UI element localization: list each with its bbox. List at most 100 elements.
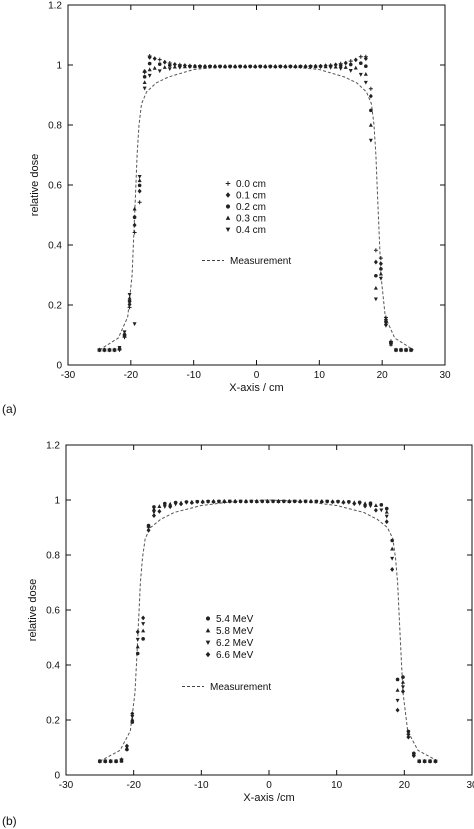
data-point <box>141 615 146 621</box>
data-point <box>348 62 353 67</box>
data-point <box>253 64 258 69</box>
legend-entry: 0.1 cm <box>236 191 266 202</box>
data-point <box>227 499 232 504</box>
data-point <box>127 302 132 307</box>
data-point <box>202 64 207 69</box>
x-tick-label: 10 <box>314 370 326 381</box>
data-point <box>400 689 405 694</box>
data-point <box>378 261 383 267</box>
data-point <box>108 758 113 764</box>
data-point <box>132 230 137 235</box>
legend-marker <box>205 616 211 621</box>
data-point <box>265 498 270 504</box>
data-point <box>353 65 358 70</box>
data-point <box>384 514 389 519</box>
data-point <box>276 498 281 504</box>
data-point <box>130 720 135 724</box>
series-triangle-down <box>97 499 438 764</box>
data-point <box>152 505 156 509</box>
data-point <box>400 679 405 684</box>
data-point <box>122 330 127 335</box>
data-point <box>346 500 351 505</box>
data-point <box>162 65 167 69</box>
data-point <box>278 64 283 69</box>
data-point <box>353 57 358 63</box>
data-point <box>343 60 348 66</box>
data-point <box>363 503 368 509</box>
data-point <box>348 69 353 73</box>
data-point <box>223 64 228 69</box>
data-point <box>281 499 286 504</box>
data-point <box>422 758 427 764</box>
data-point <box>187 65 192 70</box>
data-point <box>179 501 184 507</box>
data-point <box>363 71 368 76</box>
data-point <box>249 499 254 504</box>
data-point <box>268 64 273 69</box>
data-point <box>197 65 202 69</box>
measurement-line <box>99 66 414 351</box>
legend-entry: 0.3 cm <box>236 214 266 225</box>
legend-marker <box>205 640 211 646</box>
legend-entry: 6.2 MeV <box>216 638 254 649</box>
y-tick-label: 1 <box>56 61 62 72</box>
series-triangle-down <box>97 64 414 353</box>
data-point <box>162 501 167 506</box>
data-point <box>238 499 243 504</box>
y-tick-label: 0.8 <box>46 551 60 562</box>
series-triangle-up <box>97 499 438 763</box>
data-point <box>404 348 409 353</box>
data-point <box>127 295 132 300</box>
data-point <box>363 80 368 85</box>
data-point <box>395 687 400 692</box>
data-point <box>379 508 384 513</box>
x-tick-label: 0 <box>254 370 260 381</box>
data-point <box>167 63 172 68</box>
data-point <box>373 259 378 265</box>
data-point <box>395 698 400 703</box>
data-point <box>393 348 398 353</box>
data-point <box>168 501 173 506</box>
data-point <box>218 64 223 69</box>
data-point <box>384 506 389 511</box>
x-tick-label: -20 <box>126 780 141 791</box>
data-point <box>132 206 137 211</box>
data-point <box>378 276 383 281</box>
data-point <box>117 345 122 350</box>
data-point <box>368 122 373 127</box>
data-point <box>168 504 173 510</box>
legend-entry: 0.4 cm <box>236 225 266 236</box>
data-point <box>373 285 378 290</box>
series-diamond <box>97 498 438 764</box>
data-point <box>142 86 147 91</box>
data-point <box>303 499 308 504</box>
data-point <box>130 717 135 722</box>
data-point <box>373 503 378 508</box>
data-point <box>172 61 177 67</box>
series-circle <box>98 499 438 764</box>
x-tick-label: 30 <box>439 370 451 381</box>
data-point <box>409 348 414 353</box>
x-tick-label: -20 <box>124 370 139 381</box>
legend: 0.0 cm0.1 cm0.2 cm0.3 cm0.4 cm Measuremen… <box>202 179 291 267</box>
y-tick-label: 0.6 <box>48 181 62 192</box>
data-point <box>368 138 373 143</box>
y-axis-label: relative dose <box>27 579 39 641</box>
data-point <box>378 256 383 261</box>
x-tick-label: 10 <box>331 780 343 791</box>
series-triangle-up <box>97 64 414 352</box>
data-point <box>97 758 102 764</box>
data-point <box>388 343 393 347</box>
data-point <box>390 567 395 572</box>
data-point <box>162 59 167 65</box>
data-point <box>216 499 221 504</box>
data-point <box>233 64 238 69</box>
data-point <box>243 64 248 69</box>
data-point <box>130 711 135 717</box>
legend-entry: 0.2 cm <box>236 202 266 213</box>
data-point <box>399 348 404 353</box>
data-point <box>127 292 132 297</box>
legend-marker <box>225 181 231 186</box>
data-point <box>313 64 318 69</box>
data-point <box>330 499 335 505</box>
